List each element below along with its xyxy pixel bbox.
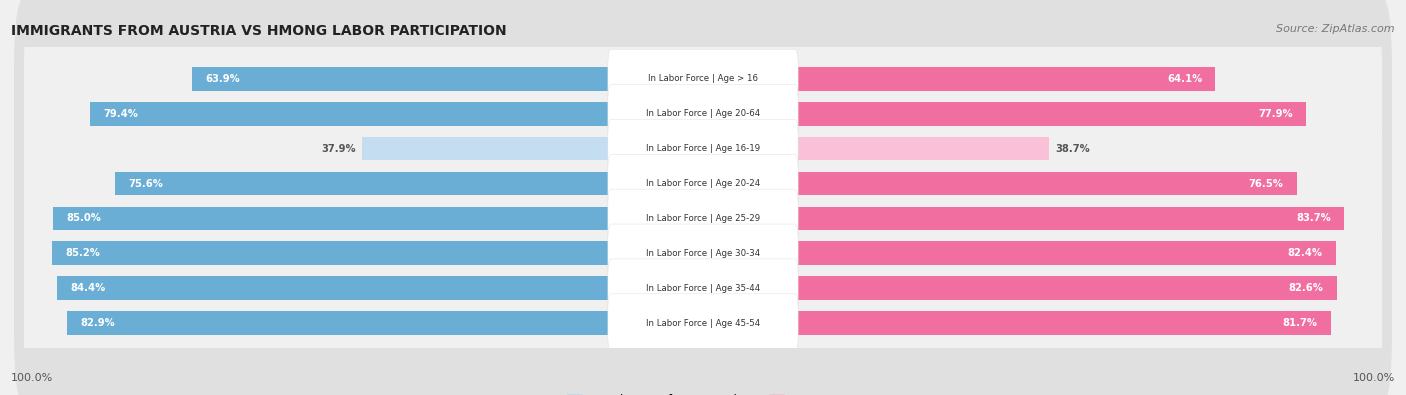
FancyBboxPatch shape [607,85,799,143]
Bar [794,207,1344,230]
Bar [90,102,612,126]
FancyBboxPatch shape [607,294,799,352]
FancyBboxPatch shape [24,259,1382,387]
Text: 82.6%: 82.6% [1289,283,1323,293]
Text: In Labor Force | Age 35-44: In Labor Force | Age 35-44 [645,284,761,293]
Text: 79.4%: 79.4% [103,109,138,119]
FancyBboxPatch shape [24,154,1382,283]
Text: In Labor Force | Age 25-29: In Labor Force | Age 25-29 [645,214,761,223]
Text: In Labor Force | Age 20-64: In Labor Force | Age 20-64 [645,109,761,118]
Text: 64.1%: 64.1% [1167,74,1202,84]
Text: IMMIGRANTS FROM AUSTRIA VS HMONG LABOR PARTICIPATION: IMMIGRANTS FROM AUSTRIA VS HMONG LABOR P… [11,24,508,38]
FancyBboxPatch shape [24,119,1382,248]
Bar [794,276,1337,300]
FancyBboxPatch shape [24,224,1382,352]
Bar [52,241,612,265]
FancyBboxPatch shape [24,49,1382,178]
Text: Source: ZipAtlas.com: Source: ZipAtlas.com [1277,24,1395,34]
Text: 82.9%: 82.9% [80,318,115,328]
Text: 63.9%: 63.9% [205,74,240,84]
Bar [363,137,612,160]
FancyBboxPatch shape [607,259,799,318]
Bar [794,67,1215,91]
Text: In Labor Force | Age 30-34: In Labor Force | Age 30-34 [645,249,761,258]
Bar [794,241,1336,265]
Text: 85.2%: 85.2% [65,248,100,258]
Text: 85.0%: 85.0% [66,213,101,224]
Bar [191,67,612,91]
Text: 83.7%: 83.7% [1296,213,1331,224]
FancyBboxPatch shape [607,224,799,283]
FancyBboxPatch shape [607,154,799,213]
Bar [115,172,612,196]
Bar [67,311,612,335]
FancyBboxPatch shape [24,189,1382,318]
Bar [58,276,612,300]
Bar [794,102,1306,126]
Bar [53,207,612,230]
FancyBboxPatch shape [14,99,1392,268]
Legend: Immigrants from Austria, Hmong: Immigrants from Austria, Hmong [567,394,839,395]
Text: 100.0%: 100.0% [1353,373,1395,383]
Text: 84.4%: 84.4% [70,283,105,293]
FancyBboxPatch shape [607,119,799,178]
FancyBboxPatch shape [24,15,1382,143]
Text: 38.7%: 38.7% [1056,144,1090,154]
Text: In Labor Force | Age 16-19: In Labor Force | Age 16-19 [645,144,761,153]
FancyBboxPatch shape [14,169,1392,338]
Text: 100.0%: 100.0% [11,373,53,383]
Text: In Labor Force | Age 20-24: In Labor Force | Age 20-24 [645,179,761,188]
Text: 75.6%: 75.6% [128,179,163,188]
Bar [794,172,1296,196]
FancyBboxPatch shape [24,85,1382,213]
FancyBboxPatch shape [14,29,1392,198]
Text: 81.7%: 81.7% [1282,318,1317,328]
Text: 76.5%: 76.5% [1249,179,1284,188]
FancyBboxPatch shape [14,64,1392,233]
FancyBboxPatch shape [14,239,1392,395]
Text: 37.9%: 37.9% [322,144,356,154]
FancyBboxPatch shape [14,0,1392,163]
FancyBboxPatch shape [14,204,1392,373]
FancyBboxPatch shape [607,49,799,108]
Text: In Labor Force | Age 45-54: In Labor Force | Age 45-54 [645,319,761,328]
Text: In Labor Force | Age > 16: In Labor Force | Age > 16 [648,74,758,83]
FancyBboxPatch shape [607,189,799,248]
Text: 77.9%: 77.9% [1258,109,1294,119]
Bar [794,311,1331,335]
Text: 82.4%: 82.4% [1288,248,1323,258]
FancyBboxPatch shape [14,134,1392,303]
Bar [794,137,1049,160]
